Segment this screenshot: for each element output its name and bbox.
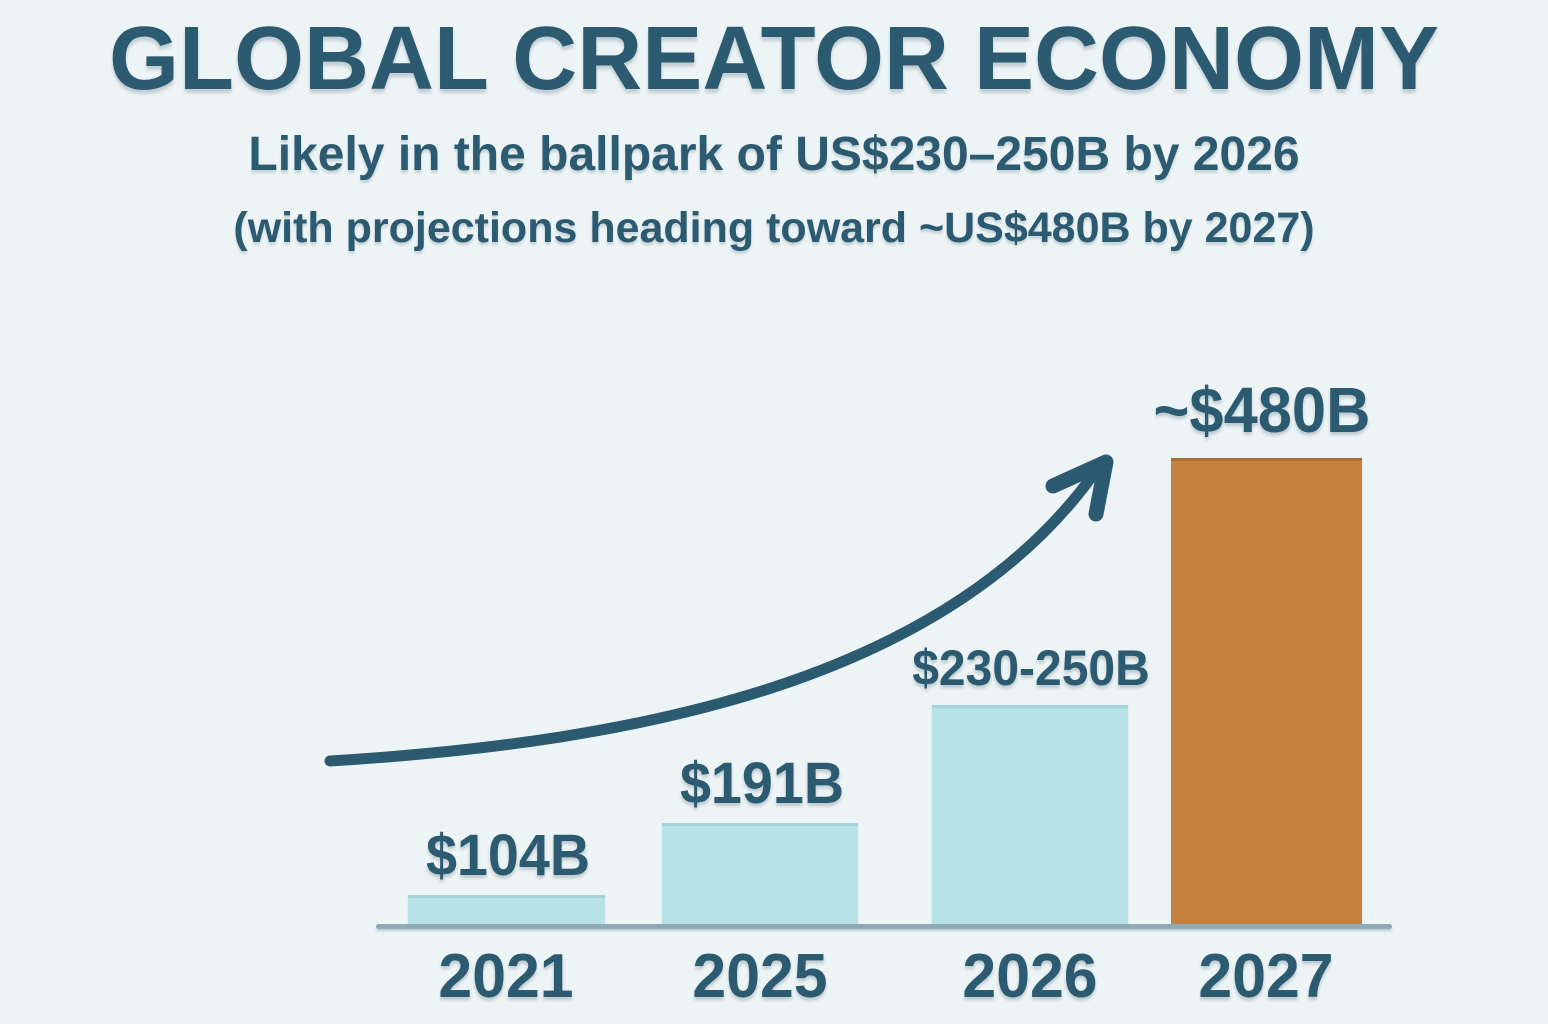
- bar-2025: [662, 823, 858, 925]
- bar-2021: [408, 895, 605, 925]
- x-axis-line: [376, 924, 1392, 929]
- bar-2026: [932, 705, 1128, 925]
- growth-arrow-head-icon: [1045, 454, 1114, 522]
- page-title: GLOBAL CREATOR ECONOMY: [108, 9, 1440, 109]
- value-label-2021: $104B: [425, 823, 591, 888]
- subtitle-line2: (with projections heading toward ~US$480…: [233, 204, 1315, 252]
- value-label-2025: $191B: [679, 751, 845, 816]
- year-label-2026: 2026: [962, 942, 1098, 1011]
- value-label-2026: $230-250B: [912, 640, 1150, 696]
- year-label-2025: 2025: [692, 942, 828, 1011]
- year-label-2027: 2027: [1198, 942, 1334, 1011]
- bar-2027: [1171, 458, 1362, 925]
- subtitle-line1: Likely in the ballpark of US$230–250B by…: [248, 128, 1300, 181]
- year-label-2021: 2021: [438, 942, 574, 1011]
- value-label-2027: ~$480B: [1153, 374, 1371, 446]
